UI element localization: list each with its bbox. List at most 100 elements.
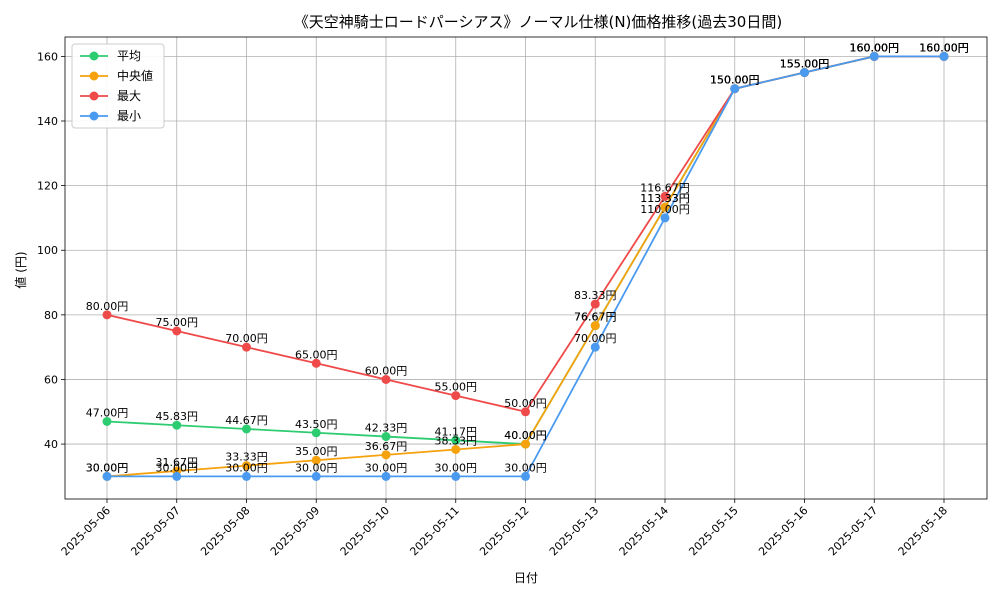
x-tick-label: 2025-05-13: [547, 504, 601, 558]
x-tick-label: 2025-05-18: [896, 504, 950, 558]
data-label: 30.00円: [504, 461, 547, 474]
data-label: 40.00円: [504, 429, 547, 442]
data-label: 47.00円: [86, 406, 129, 419]
data-label: 45.83円: [156, 410, 199, 423]
data-label: 30.00円: [435, 461, 478, 474]
data-label: 60.00円: [365, 364, 408, 377]
data-label: 155.00円: [780, 58, 830, 71]
data-label: 155.00円: [780, 58, 830, 71]
x-tick-label: 2025-05-16: [756, 504, 810, 558]
data-label: 30.00円: [86, 461, 129, 474]
legend-label: 最小: [117, 109, 141, 123]
x-tick-label: 2025-05-08: [198, 504, 252, 558]
x-tick-label: 2025-05-10: [338, 504, 392, 558]
y-tick-label: 80: [44, 309, 58, 322]
data-label: 150.00円: [710, 74, 760, 87]
data-point: [590, 299, 600, 309]
data-point: [521, 439, 530, 449]
data-point: [800, 68, 809, 78]
y-axis-title: 値 (円): [13, 251, 28, 288]
data-label: 160.00円: [919, 41, 969, 54]
data-point: [172, 420, 182, 430]
y-tick-label: 120: [37, 180, 58, 193]
data-point: [311, 358, 321, 368]
y-tick-label: 140: [37, 115, 58, 128]
data-point: [242, 424, 251, 434]
data-point: [102, 416, 112, 426]
data-label: 160.00円: [919, 41, 969, 54]
legend-box: [71, 43, 165, 129]
data-label: 70.00円: [574, 332, 617, 345]
data-label: 70.00円: [225, 332, 268, 345]
data-label: 160.00円: [850, 41, 900, 54]
data-label: 76.67円: [574, 311, 617, 324]
data-point: [381, 450, 391, 460]
data-label: 113.33円: [640, 192, 690, 205]
data-point: [311, 428, 321, 438]
data-label: 83.33円: [574, 289, 617, 302]
chart-title: 《天空神騎士ロードパーシアス》ノーマル仕様(N)価格推移(過去30日間): [294, 13, 782, 31]
data-point: [102, 310, 112, 320]
data-point: [381, 374, 391, 384]
data-label: 43.50円: [295, 418, 338, 431]
data-label: 33.33円: [225, 451, 268, 464]
data-point: [451, 435, 461, 445]
x-tick-label: 2025-05-07: [128, 504, 182, 558]
data-label: 150.00円: [710, 74, 760, 87]
data-point: [381, 471, 391, 481]
legend-marker: [89, 71, 99, 81]
data-label: 65.00円: [295, 348, 338, 361]
data-point: [102, 471, 112, 481]
legend-label: 最大: [117, 89, 141, 103]
x-tick-label: 2025-05-11: [407, 504, 461, 558]
data-label: 155.00円: [780, 58, 830, 71]
data-label: 50.00円: [504, 397, 547, 410]
data-label: 160.00円: [850, 41, 900, 54]
data-label: 113.33円: [640, 192, 690, 205]
x-tick-label: 2025-05-06: [59, 504, 113, 558]
y-tick-label: 40: [44, 438, 58, 451]
data-label: 160.00円: [919, 41, 969, 54]
data-point: [311, 455, 321, 465]
y-tick-label: 160: [37, 50, 58, 63]
data-point: [381, 432, 391, 442]
data-label: 110.00円: [640, 203, 690, 216]
x-axis-title: 日付: [514, 571, 538, 585]
legend-label: 中央値: [117, 68, 153, 83]
data-label: 35.00円: [295, 445, 338, 458]
plot-frame: [64, 36, 988, 500]
data-label: 75.00円: [156, 316, 199, 329]
data-point: [172, 326, 182, 336]
data-point: [590, 321, 600, 331]
data-label: 38.33円: [435, 434, 478, 447]
x-tick-label: 2025-05-17: [826, 504, 880, 558]
data-label: 30.00円: [86, 461, 129, 474]
data-label: 155.00円: [780, 58, 830, 71]
data-label: 160.00円: [850, 41, 900, 54]
data-label: 44.67円: [225, 414, 268, 427]
data-label: 55.00円: [435, 381, 478, 394]
data-label: 160.00円: [919, 41, 969, 54]
x-tick-label: 2025-05-15: [686, 504, 740, 558]
data-point: [451, 471, 461, 481]
data-label: 30.00円: [295, 461, 338, 474]
data-label: 116.67円: [640, 181, 690, 194]
data-point: [242, 461, 251, 471]
data-label: 31.67円: [156, 456, 199, 469]
data-point: [590, 342, 600, 352]
data-label: 42.33円: [365, 422, 408, 435]
data-label: 30.00円: [365, 461, 408, 474]
legend-marker: [89, 51, 99, 61]
data-label: 36.67円: [365, 440, 408, 453]
data-label: 160.00円: [850, 41, 900, 54]
data-point: [242, 342, 251, 352]
data-point: [869, 51, 879, 61]
x-tick-label: 2025-05-09: [268, 504, 322, 558]
data-label: 80.00円: [86, 300, 129, 313]
data-point: [521, 471, 530, 481]
data-point: [660, 191, 670, 201]
data-point: [172, 471, 182, 481]
data-point: [451, 391, 461, 401]
x-tick-label: 2025-05-14: [617, 504, 671, 558]
